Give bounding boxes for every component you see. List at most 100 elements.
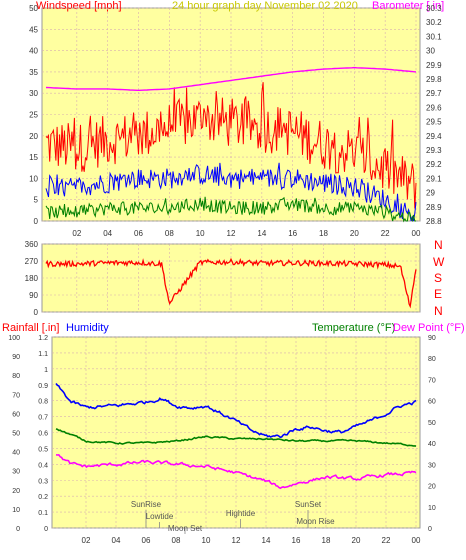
wind-hour-tick-6: 14 [257,229,266,238]
rainfall-tick-4: 0.4 [38,462,48,469]
rainfall-tick-0: 0 [44,526,48,533]
rainfall-tick-6: 0.6 [38,431,48,438]
wind-hour-tick-1: 04 [103,229,112,238]
windspeed-tick-4: 20 [29,132,38,141]
temperature-tick-7: 70 [428,377,436,384]
windspeed-line [45,82,417,209]
temperature-tick-3: 30 [428,462,436,469]
temperature-tick-6: 60 [428,399,436,406]
humidity-hour-tick-3: 08 [172,536,181,545]
humidity-hour-tick-9: 20 [352,536,361,545]
barometer-line [45,66,417,91]
temperature-tick-1: 10 [428,505,436,512]
wind-hour-tick-9: 20 [350,229,359,238]
temperature-tick-5: 50 [428,420,436,427]
windspeed-tick-10: 50 [29,4,38,13]
windspeed-tick-6: 30 [29,89,38,98]
direction-series [45,257,417,309]
humidity-tick-9: 90 [12,354,20,361]
wind-hour-tick-10: 22 [381,229,390,238]
humidity-hour-tick-6: 14 [262,536,271,545]
direction-tick-labels: 0 90 180 270 360 [25,240,39,317]
event-label-3: Hightide [226,509,256,518]
temperature-tick-0: 0 [428,526,432,533]
dew-point-line [55,453,417,490]
wind-hour-tick-5: 12 [227,229,236,238]
humidity-tick-7: 70 [12,392,20,399]
humidity-grid [52,336,420,529]
windspeed-tick-8: 40 [29,47,38,56]
humidity-hour-tick-1: 04 [112,536,121,545]
humidity-tick-labels: 0 10 20 30 40 50 60 70 80 90 100 [8,335,20,533]
graph-date-title: 24 hour graph day November 02 2020 [172,0,358,12]
rainfall-tick-2: 0.2 [38,494,48,501]
wind-hour-tick-labels: 02 04 06 08 10 12 14 16 18 20 22 00 [72,229,421,238]
barometer-tick-7: 29.5 [426,118,442,127]
temperature-tick-labels: 0 10 20 30 40 50 60 70 80 90 [428,335,436,533]
humidity-hour-tick-7: 16 [292,536,301,545]
barometer-tick-13: 30.1 [426,32,442,41]
wind-series [45,66,417,223]
humidity-tick-1: 10 [12,507,20,514]
barometer-tick-4: 29.2 [426,160,442,169]
humidity-hour-tick-4: 10 [202,536,211,545]
humidity-line [55,383,417,439]
barometer-tick-9: 29.7 [426,89,442,98]
temperature-tick-8: 80 [428,356,436,363]
barometer-tick-10: 29.8 [426,75,442,84]
dew-point-axis-title: Dew Point (°F) [393,322,465,334]
temperature-axis-title: Temperature (°F) [312,322,395,334]
humidity-hour-tick-labels: 02 04 06 08 10 12 14 16 18 20 22 00 [82,536,421,545]
wind-hour-tick-11: 00 [412,229,421,238]
temperature-tick-9: 90 [428,335,436,342]
barometer-tick-3: 29.1 [426,174,442,183]
barometer-tick-8: 29.6 [426,103,442,112]
compass-w: W [433,255,445,269]
barometer-tick-2: 29 [426,189,435,198]
direction-tick-4: 360 [25,240,39,249]
event-label-2: Moon Set [168,524,203,533]
temperature-tick-4: 40 [428,441,436,448]
barometer-tick-14: 30.2 [426,18,442,27]
compass-n-bottom: N [434,304,443,318]
rainfall-tick-8: 0.8 [38,399,48,406]
humidity-tick-5: 50 [12,431,20,438]
event-label-5: Moon Rise [296,517,335,526]
event-label-0: SunRise [131,500,162,509]
humidity-temperature-series [55,383,417,490]
average-wind-line [45,162,417,222]
rainfall-tick-11: 1.1 [38,351,48,358]
humidity-tick-3: 30 [12,469,20,476]
humidity-tick-4: 40 [12,450,20,457]
rainfall-tick-5: 0.5 [38,446,48,453]
windspeed-tick-7: 35 [29,68,38,77]
wind-hour-tick-2: 06 [134,229,143,238]
direction-tick-2: 180 [25,274,39,283]
barometer-tick-11: 29.9 [426,61,442,70]
humidity-hour-tick-5: 12 [232,536,241,545]
event-label-4: SunSet [295,500,322,509]
humidity-tick-2: 20 [12,488,20,495]
temperature-line [55,428,417,447]
rainfall-tick-labels: 0 0.1 0.2 0.3 0.4 0.5 0.6 0.7 0.8 0.9 1 1.1 1.2 [38,335,48,533]
direction-tick-0: 0 [34,308,39,317]
windspeed-tick-2: 10 [29,174,38,183]
wind-hour-tick-7: 16 [288,229,297,238]
rainfall-tick-1: 0.1 [38,510,48,517]
humidity-axis-title: Humidity [66,322,109,334]
humidity-tick-8: 80 [12,373,20,380]
windspeed-tick-3: 15 [29,153,38,162]
barometer-tick-labels: 28.8 28.9 29 29.1 29.2 29.3 29.4 29.5 29.6 29.7 29… [426,4,442,226]
barometer-axis-title: Barometer [.in] [372,0,444,12]
rainfall-axis-title: Rainfall [.in] [2,322,59,334]
humidity-hour-tick-8: 18 [322,536,331,545]
windspeed-tick-0: 0 [34,217,39,226]
rainfall-tick-9: 0.9 [38,383,48,390]
barometer-tick-5: 29.3 [426,146,442,155]
humidity-hour-tick-11: 00 [412,536,421,545]
rainfall-tick-10: 1 [44,367,48,374]
rainfall-tick-12: 1.2 [38,335,48,342]
humidity-hour-tick-10: 22 [382,536,391,545]
